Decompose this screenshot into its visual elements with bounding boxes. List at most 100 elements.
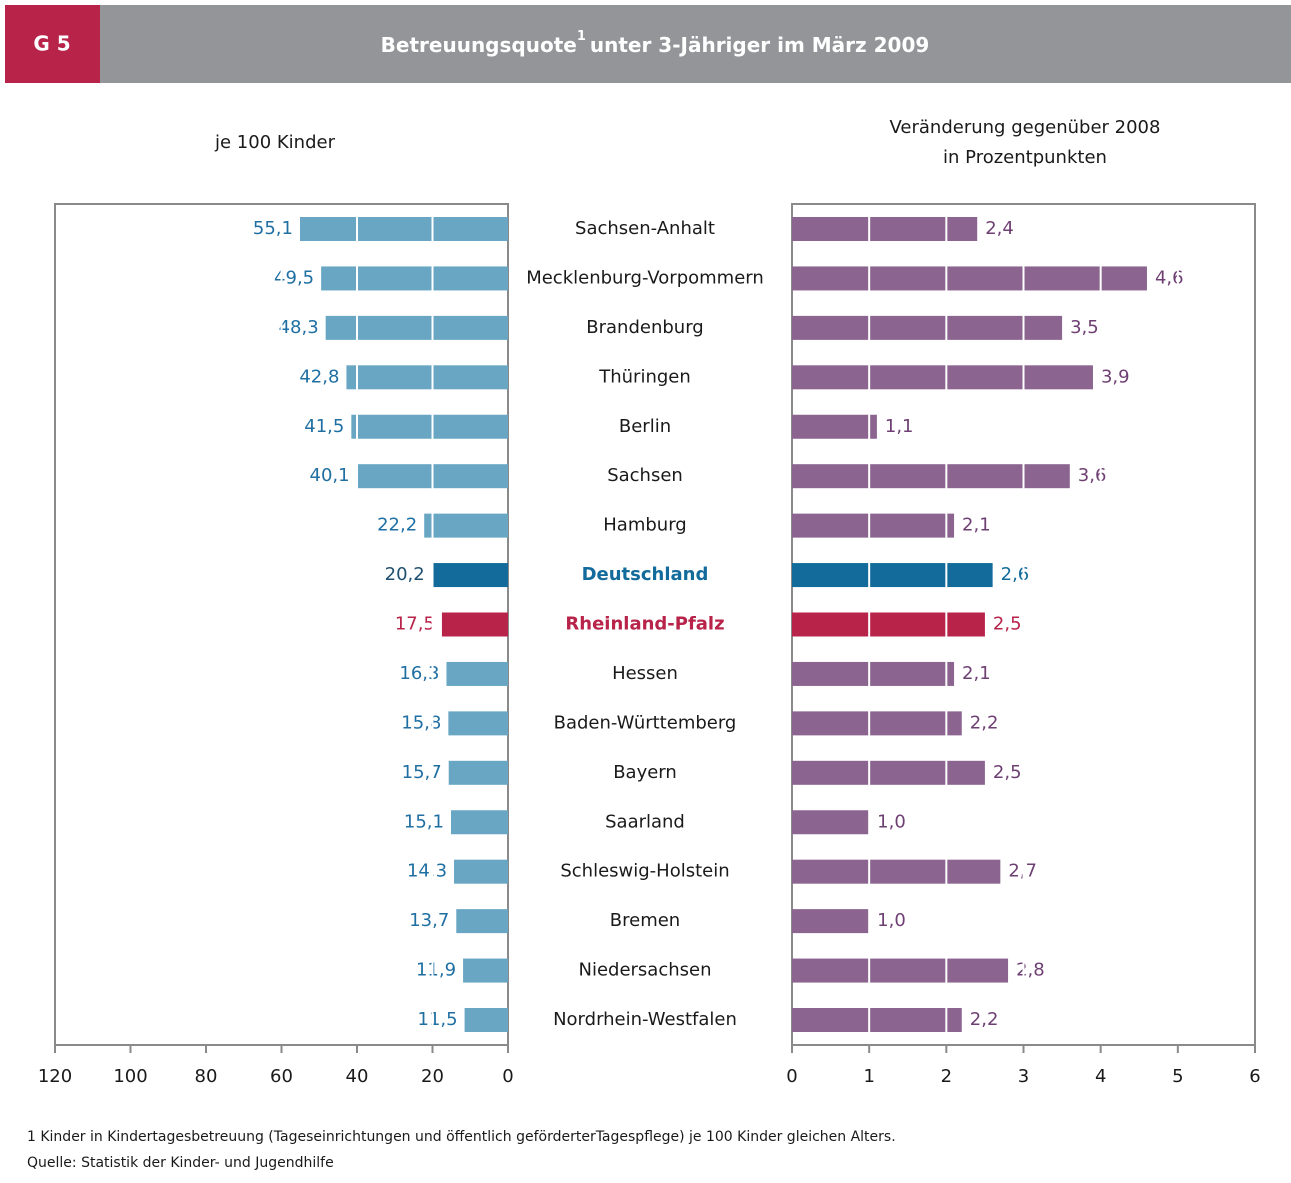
- value-label: 2,1: [962, 663, 991, 684]
- value-label: 2,4: [985, 218, 1014, 239]
- x-tick-label: 0: [786, 1066, 797, 1087]
- category-label: Nordrhein-Westfalen: [553, 1009, 737, 1030]
- value-label: 1,0: [877, 811, 906, 832]
- header-bar: [5, 5, 1291, 83]
- subtitle: Veränderung gegenüber 2008: [890, 117, 1161, 138]
- category-label: Bayern: [613, 762, 677, 783]
- category-label: Deutschland: [582, 564, 709, 585]
- bar: [454, 859, 508, 884]
- value-label: 41,5: [304, 416, 344, 437]
- bar: [351, 414, 508, 439]
- bar: [792, 661, 955, 686]
- value-label: 20,2: [385, 564, 425, 585]
- bar: [792, 563, 993, 588]
- badge: G 5: [33, 32, 70, 56]
- footnote: 1 Kinder in Kindertagesbetreuung (Tagese…: [27, 1129, 896, 1145]
- subtitle: je 100 Kinder: [214, 132, 336, 153]
- bar: [792, 365, 1093, 390]
- x-tick-label: 100: [113, 1066, 147, 1087]
- x-tick-label: 6: [1249, 1066, 1260, 1087]
- category-label: Niedersachsen: [578, 960, 711, 981]
- value-label: 2,2: [970, 1009, 999, 1030]
- value-label: 2,2: [970, 712, 999, 733]
- value-label: 22,2: [377, 515, 417, 536]
- category-label: Brandenburg: [586, 317, 703, 338]
- bar: [448, 760, 508, 785]
- category-label: Schleswig-Holstein: [560, 861, 729, 882]
- category-label: Sachsen: [607, 465, 683, 486]
- value-label: 49,5: [274, 267, 314, 288]
- x-tick-label: 0: [502, 1066, 513, 1087]
- bar: [456, 909, 508, 934]
- bar: [431, 563, 508, 588]
- category-label: Sachsen-Anhalt: [575, 218, 715, 239]
- value-label: 3,6: [1078, 465, 1107, 486]
- value-label: 13,7: [409, 910, 449, 931]
- value-label: 15,7: [402, 762, 442, 783]
- bar: [464, 1008, 508, 1032]
- bar: [792, 414, 877, 439]
- value-label: 2,5: [993, 614, 1022, 635]
- value-label: 15,1: [404, 811, 444, 832]
- category-label: Thüringen: [598, 366, 691, 387]
- badge-box: [5, 5, 100, 83]
- value-label: 2,1: [962, 515, 991, 536]
- bar: [792, 513, 955, 538]
- bar: [792, 711, 962, 736]
- value-label: 1,1: [885, 416, 914, 437]
- subtitle: in Prozentpunkten: [943, 147, 1107, 168]
- value-label: 15,8: [401, 712, 441, 733]
- category-label: Hessen: [612, 663, 678, 684]
- category-label: Saarland: [605, 811, 685, 832]
- title-footnote-mark: 1: [577, 29, 586, 44]
- value-label: 2,6: [1001, 564, 1030, 585]
- bar: [450, 810, 508, 835]
- x-tick-label: 2: [941, 1066, 952, 1087]
- value-label: 2,8: [1016, 960, 1045, 981]
- source: Quelle: Statistik der Kinder- und Jugend…: [27, 1155, 334, 1171]
- bar: [792, 760, 985, 785]
- category-label: Baden-Württemberg: [554, 712, 737, 733]
- value-label: 11,5: [418, 1009, 458, 1030]
- chart-title: Betreuungsquote1 unter 3-Jähriger im März…: [381, 29, 930, 57]
- title-rest: unter 3-Jähriger im März 2009: [590, 33, 929, 57]
- bar: [448, 711, 508, 736]
- bar: [346, 365, 508, 390]
- value-label: 3,9: [1101, 366, 1130, 387]
- x-tick-label: 1: [863, 1066, 874, 1087]
- x-tick-label: 3: [1018, 1066, 1029, 1087]
- bar: [792, 612, 985, 637]
- category-label: Hamburg: [603, 515, 686, 536]
- value-label: 3,5: [1070, 317, 1099, 338]
- value-label: 11,9: [416, 960, 456, 981]
- value-label: 40,1: [310, 465, 350, 486]
- category-label: Berlin: [619, 416, 671, 437]
- bar: [792, 1008, 962, 1032]
- x-tick-label: 40: [346, 1066, 369, 1087]
- bar: [792, 958, 1009, 983]
- category-label: Mecklenburg-Vorpommern: [526, 267, 764, 288]
- bar: [299, 217, 508, 241]
- category-label: Bremen: [610, 910, 680, 931]
- value-label: 4,6: [1155, 267, 1184, 288]
- bar: [441, 612, 508, 637]
- x-tick-label: 5: [1172, 1066, 1183, 1087]
- value-label: 16,3: [399, 663, 439, 684]
- bar: [792, 859, 1001, 884]
- bar: [792, 464, 1070, 489]
- value-label: 1,0: [877, 910, 906, 931]
- bar: [325, 315, 508, 340]
- bar: [792, 217, 978, 241]
- bar: [424, 513, 508, 538]
- category-label: Rheinland-Pfalz: [565, 614, 724, 635]
- bar: [792, 266, 1147, 291]
- bar: [446, 661, 508, 686]
- bar: [463, 958, 508, 983]
- bar: [321, 266, 508, 291]
- bar: [792, 810, 870, 835]
- value-label: 17,5: [395, 614, 435, 635]
- value-label: 55,1: [253, 218, 293, 239]
- x-tick-label: 120: [38, 1066, 72, 1087]
- title: Betreuungsquote: [381, 33, 577, 57]
